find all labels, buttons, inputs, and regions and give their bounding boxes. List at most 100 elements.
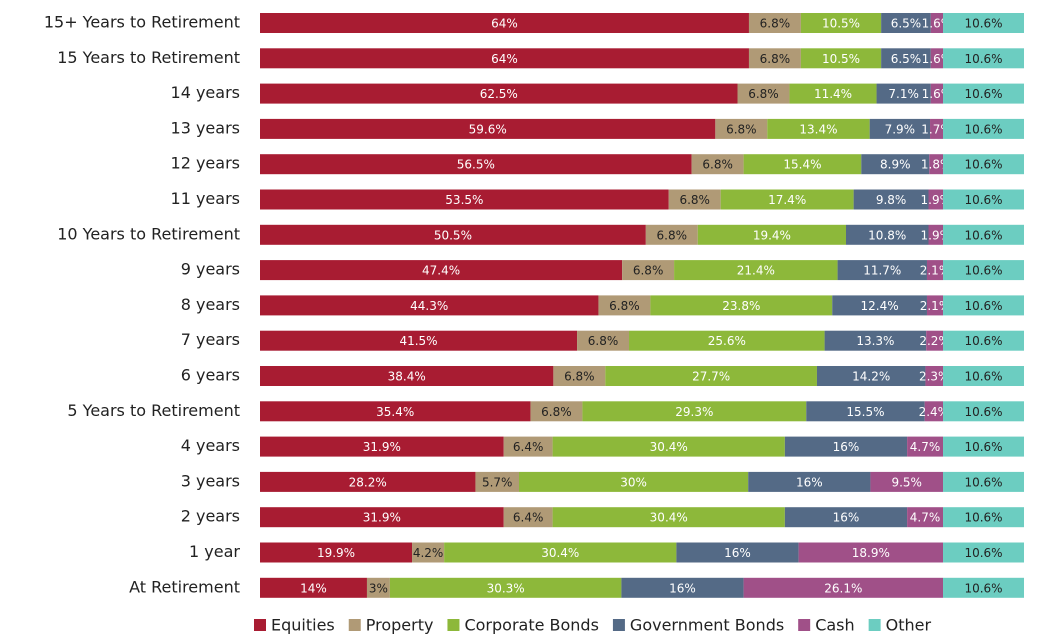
bar-segment — [943, 436, 1024, 457]
value-label: 26.1% — [824, 581, 862, 595]
bar-segment — [260, 295, 599, 316]
bar-segment — [743, 577, 944, 598]
bar-segment — [832, 295, 927, 316]
value-label: 13.4% — [799, 122, 837, 136]
value-label: 11.4% — [814, 87, 852, 101]
value-label: 38.4% — [388, 370, 426, 384]
value-label: 12.4% — [861, 299, 899, 313]
value-label: 2.1% — [920, 299, 951, 313]
value-label: 10.6% — [964, 122, 1002, 136]
value-label: 10.6% — [964, 405, 1002, 419]
category-label: At Retirement — [129, 577, 240, 596]
value-label: 7.9% — [885, 122, 916, 136]
bar-segment — [691, 154, 744, 175]
bar-segment — [876, 83, 931, 104]
value-label: 7.1% — [888, 87, 919, 101]
bar-segment — [389, 577, 622, 598]
value-label: 56.5% — [457, 158, 495, 172]
bar-segment — [629, 330, 825, 351]
value-label: 4.2% — [413, 546, 444, 560]
value-label: 30.4% — [650, 511, 688, 525]
bar-segment — [930, 48, 944, 69]
bar-segment — [582, 401, 807, 422]
bar-segment — [260, 118, 716, 139]
category-label: 8 years — [181, 295, 240, 314]
value-label: 30.4% — [541, 546, 579, 560]
value-label: 64% — [491, 52, 518, 66]
category-label: 14 years — [171, 83, 240, 102]
bar-segment — [784, 436, 908, 457]
value-label: 27.7% — [692, 370, 730, 384]
bar-segment — [907, 436, 944, 457]
value-label: 30.3% — [487, 581, 525, 595]
legend-swatch — [447, 619, 460, 631]
bar-segment — [926, 295, 944, 316]
bar-segment — [260, 154, 692, 175]
bar-segment — [668, 189, 721, 210]
value-label: 15.4% — [783, 158, 821, 172]
legend-label: Other — [886, 616, 932, 635]
bar-segment — [577, 330, 630, 351]
bar-segment — [720, 189, 854, 210]
value-label: 10.6% — [964, 440, 1002, 454]
value-label: 10.6% — [964, 370, 1002, 384]
bar-segment — [605, 366, 817, 386]
value-label: 6.5% — [891, 52, 922, 66]
bar-segment — [806, 401, 925, 422]
legend-label: Property — [366, 616, 434, 635]
bar-segment — [943, 542, 1024, 563]
value-label: 4.7% — [910, 511, 941, 525]
bar-segment — [743, 154, 862, 175]
value-label: 9.5% — [891, 475, 922, 489]
legend-label: Equities — [271, 616, 335, 635]
bar-segment — [621, 577, 744, 598]
bar-segment — [260, 189, 669, 210]
bar-segment — [816, 366, 926, 386]
bar-segment — [622, 260, 675, 281]
value-label: 6.4% — [513, 440, 544, 454]
bar-segment — [444, 542, 677, 563]
value-label: 16% — [669, 581, 696, 595]
bar-segment — [366, 577, 390, 598]
bar-segment — [943, 260, 1024, 281]
bar-segment — [943, 577, 1024, 598]
value-label: 10.5% — [822, 52, 860, 66]
bar-segment — [260, 436, 504, 457]
bar-segment — [598, 295, 651, 316]
bar-segment — [800, 48, 882, 69]
value-label: 30% — [620, 475, 647, 489]
legend-label: Government Bonds — [630, 616, 784, 635]
value-label: 10.6% — [964, 264, 1002, 278]
bar-segment — [943, 401, 1024, 422]
bar-segment — [260, 83, 738, 104]
bar-segment — [503, 436, 553, 457]
value-label: 3% — [369, 581, 388, 595]
bar-segment — [943, 118, 1024, 139]
value-label: 16% — [833, 440, 860, 454]
bar-segment — [798, 542, 944, 563]
category-label: 15 Years to Retirement — [57, 48, 240, 67]
category-label: 6 years — [181, 366, 240, 385]
bar-segment — [861, 154, 930, 175]
category-label: 9 years — [181, 260, 240, 279]
bar-segment — [943, 224, 1024, 245]
category-label: 15+ Years to Retirement — [44, 13, 240, 32]
legend-swatch — [254, 619, 266, 631]
bar-segment — [853, 189, 929, 210]
value-label: 6.8% — [760, 52, 791, 66]
bar-segment — [943, 330, 1024, 351]
bar-segment — [943, 83, 1024, 104]
bar-segment — [869, 118, 931, 139]
value-label: 53.5% — [445, 193, 483, 207]
value-label: 14% — [300, 581, 327, 595]
bar-segment — [926, 260, 944, 281]
bar-segment — [260, 13, 749, 33]
bar-segment — [928, 189, 944, 210]
value-label: 31.9% — [363, 511, 401, 525]
value-label: 10.6% — [964, 17, 1002, 31]
bar-segment — [260, 366, 554, 386]
value-label: 2.4% — [919, 405, 950, 419]
value-label: 10.6% — [964, 511, 1002, 525]
value-label: 5.7% — [482, 475, 513, 489]
value-label: 31.9% — [363, 440, 401, 454]
